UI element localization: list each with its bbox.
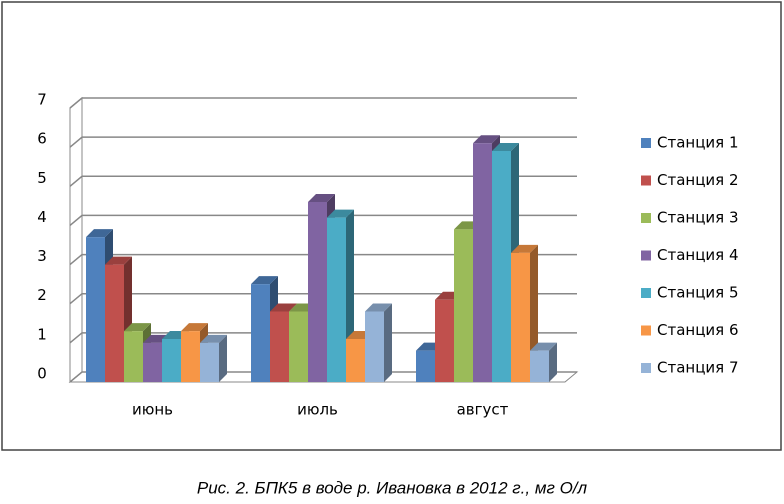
legend-label: Станция 3 xyxy=(657,209,739,227)
bar-top xyxy=(492,143,519,152)
legend-swatch xyxy=(641,363,651,373)
x-tick-label: август xyxy=(457,401,509,419)
bar-top xyxy=(181,323,208,332)
x-tick-label: июль xyxy=(297,401,338,419)
grid-line xyxy=(69,136,577,148)
bar-front xyxy=(308,201,327,382)
bar-front xyxy=(124,331,143,382)
grid-line xyxy=(69,175,577,187)
bar-side xyxy=(549,342,557,382)
legend-swatch xyxy=(641,138,651,148)
bar-front xyxy=(143,342,162,382)
bar-front xyxy=(181,331,200,382)
legend-label: Станция 2 xyxy=(657,171,739,189)
y-tick-label: 4 xyxy=(37,208,47,226)
bar-top xyxy=(251,276,278,285)
bar-front xyxy=(86,237,105,382)
legend-label: Станция 6 xyxy=(657,321,739,339)
caption: Рис. 2. БПК5 в воде р. Ивановка в 2012 г… xyxy=(197,478,588,497)
grid-line xyxy=(69,332,577,344)
bar-front xyxy=(346,338,365,382)
bar-front xyxy=(492,151,511,382)
bar-front xyxy=(105,264,124,382)
bar-top xyxy=(511,244,538,253)
x-tick-label: июнь xyxy=(132,401,173,419)
bar-front xyxy=(365,311,384,382)
bar-front xyxy=(162,338,181,382)
grid-line xyxy=(69,253,577,266)
bar-front xyxy=(511,252,530,382)
legend-swatch xyxy=(641,175,651,186)
grid-line xyxy=(69,292,577,305)
bar-front xyxy=(289,311,308,382)
bar xyxy=(327,209,354,382)
bar-top xyxy=(86,229,113,238)
bar-front xyxy=(473,143,492,382)
legend-label: Станция 4 xyxy=(657,246,739,264)
bar-front xyxy=(200,342,219,382)
bar-front xyxy=(270,311,289,382)
bar-top xyxy=(200,334,227,343)
legend-label: Станция 7 xyxy=(657,359,739,377)
y-tick-label: 2 xyxy=(37,286,47,304)
bar-side xyxy=(384,303,392,382)
bar xyxy=(530,342,557,382)
bar-front xyxy=(530,350,549,382)
grid-line xyxy=(69,214,577,227)
legend-swatch xyxy=(641,250,651,261)
bar-front xyxy=(454,229,473,382)
bar-top xyxy=(327,209,354,218)
bar xyxy=(365,303,392,382)
bar-front xyxy=(435,299,454,382)
bar-top xyxy=(473,135,500,144)
y-tick-label: 5 xyxy=(37,169,47,187)
y-tick-label: 0 xyxy=(37,365,47,383)
bar-top xyxy=(124,323,151,332)
bar-top xyxy=(105,256,132,265)
grid-line xyxy=(69,371,577,383)
bar-side xyxy=(219,334,227,382)
y-tick-label: 1 xyxy=(37,325,47,343)
legend-swatch xyxy=(641,325,651,336)
bar-top xyxy=(530,342,557,351)
y-tick-label: 7 xyxy=(37,91,47,109)
legend-swatch xyxy=(641,213,651,223)
grid-line xyxy=(69,97,577,109)
bar-front xyxy=(251,284,270,382)
y-tick-label: 3 xyxy=(37,247,47,265)
bar-top xyxy=(308,193,335,202)
y-tick-label: 6 xyxy=(37,130,47,148)
legend-swatch xyxy=(641,288,651,298)
bar-top xyxy=(365,303,392,312)
bar-top xyxy=(270,303,297,312)
bar-front xyxy=(327,217,346,382)
legend-label: Станция 5 xyxy=(657,284,739,302)
bar xyxy=(200,334,227,382)
legend-label: Станция 1 xyxy=(657,134,739,152)
bar-front xyxy=(416,350,435,382)
